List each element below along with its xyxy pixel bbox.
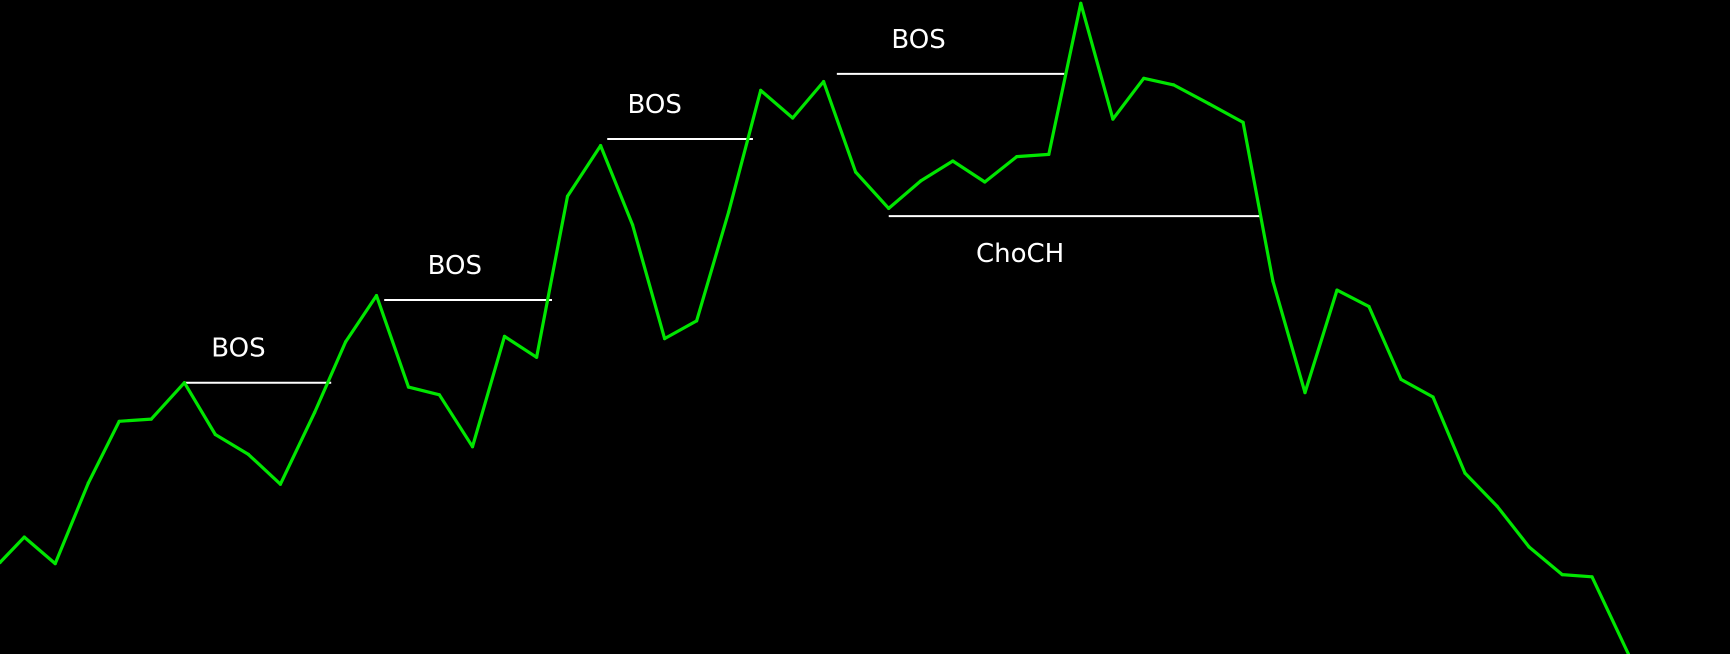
price-point [599, 144, 603, 148]
price-point [822, 80, 826, 84]
price-point [117, 419, 121, 423]
price-point [502, 334, 507, 338]
price-point [406, 385, 411, 389]
price-point [22, 535, 26, 539]
price-point [1431, 395, 1435, 399]
price-point [437, 393, 441, 397]
price-point [791, 116, 795, 120]
price-point [759, 88, 763, 92]
price-point [727, 210, 731, 214]
price-series-layer [0, 1, 1631, 654]
price-point [535, 355, 539, 359]
price-point [344, 340, 348, 344]
price-point [951, 159, 955, 163]
price-point [1527, 545, 1531, 549]
price-point [278, 482, 282, 486]
price-point [213, 432, 217, 437]
price-point [313, 410, 317, 415]
level-label-bos-1: BOS [211, 334, 265, 364]
price-point [374, 294, 379, 298]
price-point [86, 481, 90, 485]
price-point [1172, 83, 1176, 87]
price-point [1399, 377, 1403, 381]
price-point [1079, 1, 1083, 5]
price-point [246, 452, 250, 456]
price-point [1111, 117, 1115, 121]
price-point [1303, 391, 1307, 395]
price-point [695, 319, 699, 323]
price-point [631, 223, 635, 227]
price-point [470, 445, 475, 449]
price-point [1560, 573, 1564, 577]
price-point [983, 180, 987, 184]
price-point [0, 560, 2, 565]
price-point [565, 194, 570, 198]
price-point [1241, 120, 1245, 124]
price-point [53, 562, 57, 566]
price-point [1015, 155, 1019, 159]
price-point [1367, 305, 1371, 309]
price-point [1271, 279, 1275, 283]
price-point [1335, 288, 1339, 292]
price-point [663, 337, 667, 341]
price-point [919, 179, 923, 183]
structure-levels: BOS BOS BOS BOS ChoCH [184, 25, 1261, 384]
level-label-bos-3: BOS [628, 90, 682, 120]
price-point [1047, 152, 1051, 156]
price-point [182, 381, 186, 385]
price-line-series-1 [0, 1, 1631, 654]
level-label-bos-2: BOS [428, 251, 482, 281]
level-label-choch-5: ChoCH [976, 239, 1064, 269]
price-point [1590, 575, 1594, 579]
level-label-bos-4: BOS [891, 25, 945, 55]
price-point [1463, 471, 1467, 475]
price-point [1142, 76, 1146, 80]
price-point [887, 206, 891, 210]
price-point [854, 170, 858, 174]
price-point [1495, 504, 1499, 508]
price-point [1207, 102, 1211, 106]
price-point [149, 417, 153, 421]
